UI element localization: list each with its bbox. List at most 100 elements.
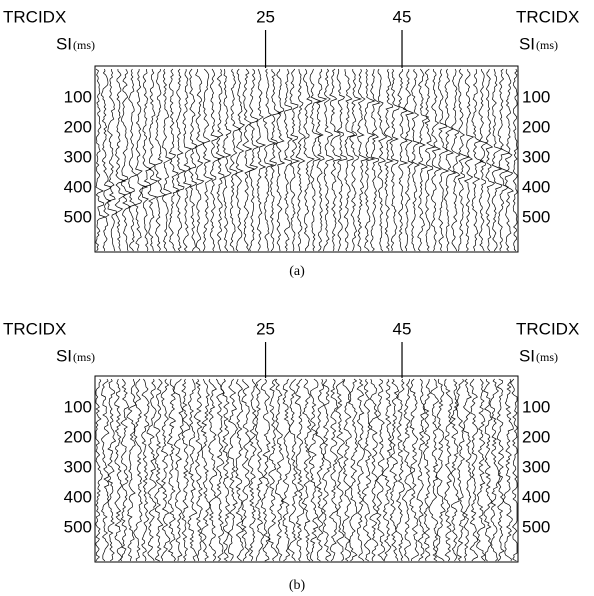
trace xyxy=(141,68,152,252)
trace xyxy=(356,378,365,562)
trace xyxy=(160,378,171,562)
trace xyxy=(154,69,167,252)
trace xyxy=(335,378,345,562)
trace xyxy=(375,378,386,562)
trace xyxy=(302,68,315,252)
y-axis-unit: (ms) xyxy=(73,38,95,52)
y-tick-label: 500 xyxy=(522,208,550,227)
trace xyxy=(328,378,339,562)
trace xyxy=(247,378,257,562)
seismic-traces xyxy=(95,68,518,252)
trace xyxy=(348,378,358,562)
y-tick-label: 300 xyxy=(522,148,550,167)
y-tick-label: 200 xyxy=(522,118,550,137)
trace xyxy=(401,378,412,562)
y-tick-label: 300 xyxy=(522,458,550,477)
y-tick-label: 400 xyxy=(522,178,550,197)
y-tick-label: 400 xyxy=(522,488,550,507)
trace xyxy=(193,378,203,562)
trace xyxy=(181,378,191,562)
trace xyxy=(255,378,264,562)
trace xyxy=(114,68,127,252)
trace xyxy=(260,378,271,562)
trace xyxy=(227,378,238,562)
trace xyxy=(95,378,103,562)
trace xyxy=(95,68,107,252)
trace xyxy=(101,378,110,562)
trace xyxy=(235,378,244,562)
trace xyxy=(288,378,298,562)
trace xyxy=(215,378,225,562)
trace xyxy=(469,378,479,562)
trace xyxy=(489,378,501,562)
trace xyxy=(417,68,430,252)
trace xyxy=(295,68,306,252)
trace xyxy=(120,378,130,562)
trace xyxy=(496,378,505,562)
trace xyxy=(457,68,471,252)
trace xyxy=(188,68,198,252)
trace xyxy=(437,68,450,252)
trace xyxy=(422,378,431,562)
trace xyxy=(512,68,518,252)
trace xyxy=(209,68,222,252)
y-tick-label: 200 xyxy=(522,428,550,447)
trace xyxy=(114,378,123,562)
y-axis-label: SI xyxy=(519,34,535,53)
caption: (b) xyxy=(289,578,306,593)
y-axis-label: SI xyxy=(519,346,535,365)
x-tick-label: 25 xyxy=(256,319,275,338)
seismic-traces xyxy=(95,378,518,562)
trace xyxy=(166,378,177,562)
trace xyxy=(307,378,319,562)
trace xyxy=(222,68,232,252)
plot-frame xyxy=(94,65,519,253)
y-tick-label: 400 xyxy=(64,178,92,197)
trace xyxy=(389,378,400,562)
y-tick-label: 400 xyxy=(64,488,92,507)
trace xyxy=(202,68,214,252)
trace xyxy=(323,68,335,252)
y-tick-label: 500 xyxy=(522,518,550,537)
trace xyxy=(161,68,173,252)
x-axis-label: TRCIDX xyxy=(516,319,579,338)
trace xyxy=(187,378,198,562)
trace xyxy=(126,378,137,562)
trace xyxy=(397,68,409,252)
x-axis-label: TRCIDX xyxy=(3,319,66,338)
trace xyxy=(147,68,159,252)
trace xyxy=(370,68,381,252)
trace xyxy=(381,378,393,562)
trace xyxy=(395,378,405,562)
trace xyxy=(409,378,419,562)
trace xyxy=(269,68,282,252)
trace xyxy=(153,378,164,562)
trace xyxy=(263,68,277,252)
y-tick-label: 100 xyxy=(522,88,550,107)
x-tick-label: 45 xyxy=(393,319,412,338)
trace xyxy=(510,378,518,562)
trace xyxy=(220,378,231,562)
trace xyxy=(349,68,362,252)
y-tick-label: 300 xyxy=(64,148,92,167)
trace xyxy=(207,378,218,562)
trace xyxy=(341,378,352,562)
y-tick-label: 500 xyxy=(64,518,92,537)
trace xyxy=(107,68,117,252)
y-axis-unit: (ms) xyxy=(536,38,558,52)
y-tick-label: 500 xyxy=(64,208,92,227)
trace xyxy=(200,378,211,562)
trace xyxy=(497,68,511,252)
trace xyxy=(182,68,193,252)
trace xyxy=(283,68,293,252)
y-tick-label: 100 xyxy=(64,398,92,417)
trace xyxy=(121,68,133,252)
y-axis-label: SI xyxy=(56,346,72,365)
trace xyxy=(107,378,117,562)
trace xyxy=(416,378,426,562)
trace xyxy=(478,68,488,252)
trace xyxy=(294,378,305,562)
trace xyxy=(411,68,421,252)
trace xyxy=(389,68,400,252)
